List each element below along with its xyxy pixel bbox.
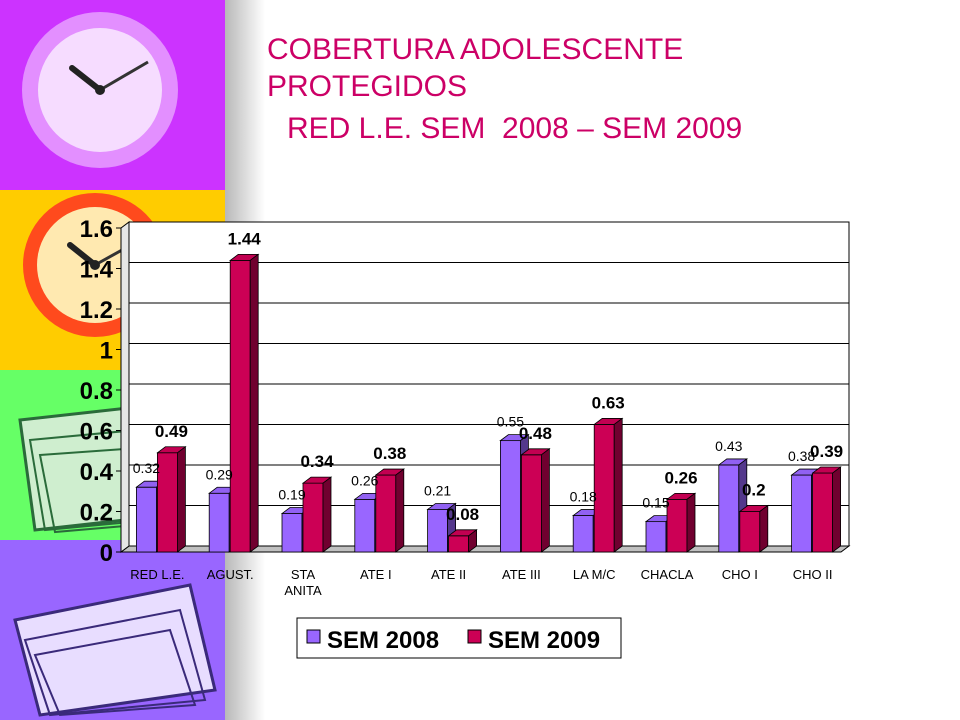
data-label-sem2009: 0.49 [155,422,188,441]
data-label-sem2008: 0.43 [715,438,742,454]
title-line-1: COBERTURA ADOLESCENTE [267,33,683,66]
y-tick-label: 0.6 [80,419,113,446]
data-labels: 0.32 0.49 0.29 1.44 0.19 0.34 0.26 0.38 0.21 0.08… [133,229,843,523]
bar-sem2009 [301,476,333,553]
data-label-sem2009: 0.08 [446,505,479,524]
bar-sem2009 [374,468,405,553]
papers-icon [13,583,217,717]
x-tick-label: RED L.E. [130,567,184,582]
legend-box [296,617,622,659]
y-tick-label: 0.2 [80,500,113,527]
data-label-sem2008: 0.26 [351,472,378,488]
title-line-2: PROTEGIDOS [267,70,467,103]
x-tick-label: AGUST. [207,567,254,582]
data-label-sem2008: 0.55 [497,414,524,430]
slide-title: COBERTURA ADOLESCENTE PROTEGIDOS RED L.E… [267,33,742,145]
legend-label: SEM 2008 [327,627,439,654]
bar-sem2009 [811,466,842,553]
legend-swatch [467,629,482,644]
y-tick-label: 0.4 [80,459,114,486]
y-tick-label: 0 [100,540,113,567]
x-tick-label: ATE I [360,567,392,582]
data-label-sem2008: 0.15 [642,495,669,511]
data-label-sem2009: 0.26 [664,468,697,487]
y-axis-ticks: 0 0.2 0.4 0.6 0.8 1 1.2 1.4 1.6 [80,216,121,567]
data-label-sem2008: 0.29 [206,466,233,482]
x-axis-ticks: RED L.E. AGUST. STA ANITA ATE I ATE II ATE III… [130,567,832,598]
x-tick-label: CHO I [722,567,758,582]
x-tick-label: STA ANITA [284,567,322,598]
y-tick-label: 1.6 [80,216,113,243]
bar-sem2009 [520,447,551,553]
legend-label: SEM 2009 [488,627,600,654]
bar-sem2009 [665,492,697,553]
x-tick-label: CHO II [793,567,833,582]
data-label-sem2009: 0.63 [592,393,625,412]
y-tick-label: 0.8 [80,378,113,405]
data-label-sem2009: 0.39 [810,442,843,461]
x-tick-label: ATE II [431,567,466,582]
data-label-sem2009: 0.2 [742,481,766,500]
data-label-sem2009: 1.44 [228,229,262,248]
bar-sem2009 [156,445,187,553]
data-label-sem2008: 0.18 [570,489,597,505]
title-line-3: RED L.E. SEM 2008 – SEM 2009 [287,112,742,145]
x-tick-label: LA M/C [573,567,616,582]
clock-icon [22,12,178,168]
data-label-sem2009: 0.34 [300,452,334,471]
y-tick-label: 1.4 [80,257,114,284]
bar-sem2009 [447,528,478,553]
x-tick-label: CHACLA [641,567,694,582]
bar-sem2009 [738,504,769,553]
data-label-sem2008: 0.32 [133,460,160,476]
bar-sem2009 [593,417,624,553]
legend: SEM 2008 SEM 2009 [296,617,622,659]
bars [135,253,842,553]
data-label-sem2008: 0.19 [278,487,305,503]
data-label-sem2009: 0.38 [373,444,406,463]
y-tick-label: 1.2 [80,297,113,324]
bar-chart: 0 0.2 0.4 0.6 0.8 1 1.2 1.4 1.6 0.32 0.49 0.29 1.44… [80,216,851,659]
x-tick-label: ATE III [502,567,541,582]
bar-sem2009 [228,253,260,553]
legend-swatch [306,629,321,644]
y-tick-label: 1 [100,338,113,365]
data-label-sem2009: 0.48 [519,424,552,443]
plot-side-wall [120,221,130,553]
data-label-sem2008: 0.21 [424,482,451,498]
decorative-image-strip [0,0,225,720]
data-label-sem2008: 0.38 [788,448,815,464]
